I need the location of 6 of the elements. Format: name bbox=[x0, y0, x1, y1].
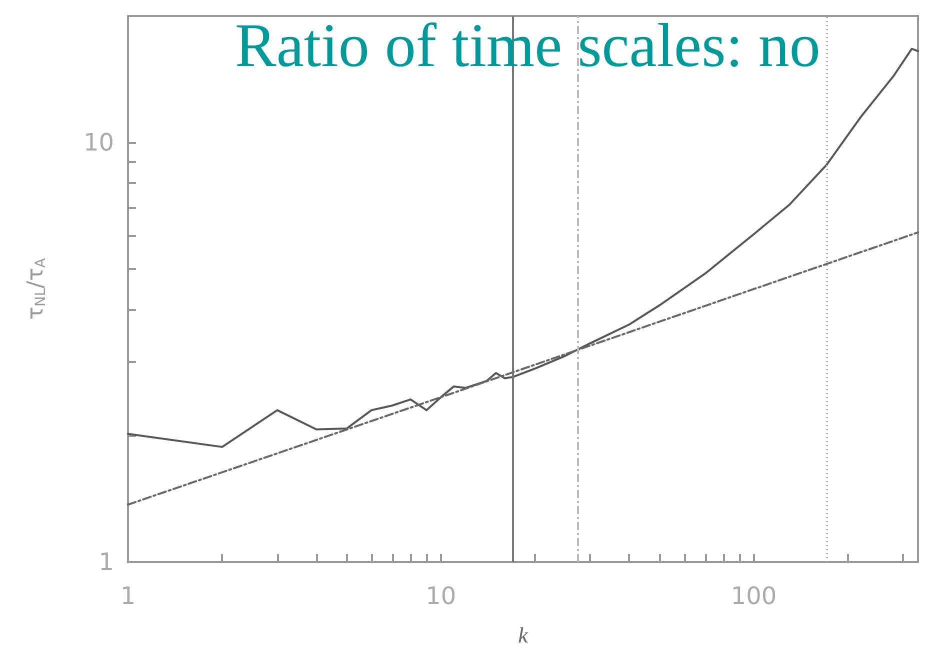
chart-title: Ratio of time scales: no bbox=[235, 12, 820, 80]
x-tick-label: 10 bbox=[426, 582, 456, 610]
x-tick-label: 100 bbox=[730, 582, 777, 610]
x-axis-title: k bbox=[518, 622, 530, 648]
x-tick-label: 1 bbox=[120, 582, 136, 610]
y-axis-title: τNL/τA bbox=[24, 258, 49, 320]
